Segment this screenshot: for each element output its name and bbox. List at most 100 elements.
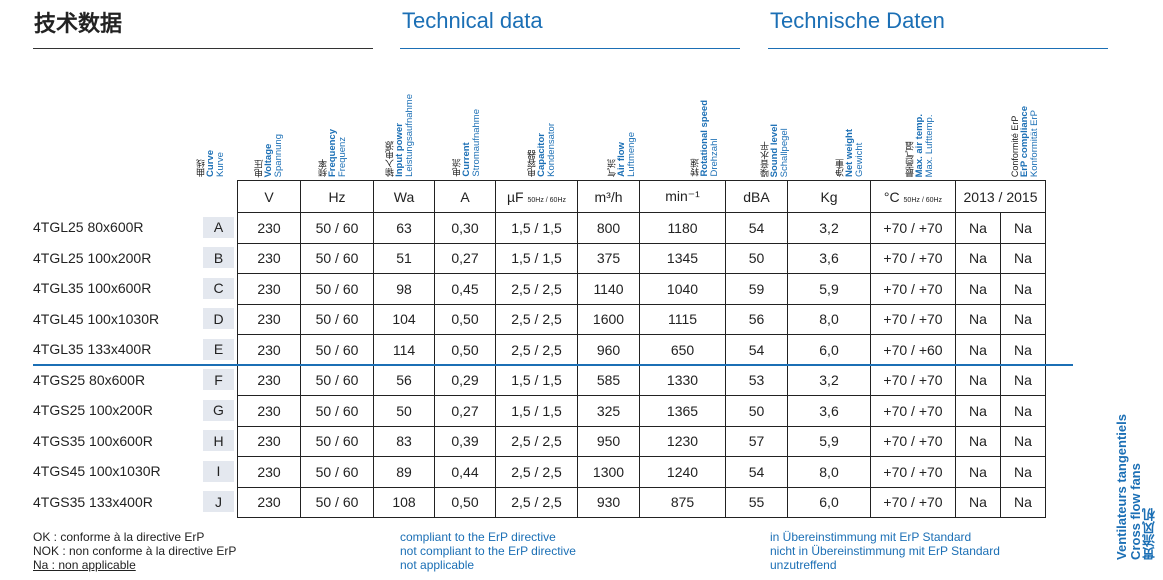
model-row: 4TGL35 133x400R E [33,334,238,365]
cell-uf: 2,5 / 2,5 [495,303,578,335]
cell-a: 0,45 [434,273,496,305]
model-name: 4TGL25 80x600R [33,219,144,236]
column-header-de: Konformität ErP [1029,109,1040,177]
cell-e13: Na [955,334,1001,366]
model-name: 4TGS25 100x200R [33,402,153,419]
cell-temp: +70 / +70 [870,395,956,427]
cell-rpm: 1330 [639,364,726,396]
cell-m3h: 325 [577,395,640,427]
cell-uf: 2,5 / 2,5 [495,456,578,488]
cell-e13: Na [955,425,1001,457]
cell-temp: +70 / +70 [870,212,956,244]
cell-a: 0,30 [434,212,496,244]
cell-rpm: 1365 [639,395,726,427]
cell-a: 0,27 [434,395,496,427]
column-header-9: 净重 Net weight Gewicht [835,129,865,177]
cell-kg: 3,6 [787,242,871,274]
cell-uf: 2,5 / 2,5 [495,273,578,305]
cell-temp: +70 / +70 [870,486,956,518]
unit-temp: °C 50Hz / 60Hz [870,180,956,213]
unit-voltage: V [237,180,301,213]
unit-erp: 2013 / 2015 [955,180,1046,213]
model-name: 4TGL35 100x600R [33,280,152,297]
model-row: 4TGL25 80x600R A [33,212,238,243]
group-separator [33,364,1073,366]
cell-m3h: 585 [577,364,640,396]
cell-wa: 89 [373,456,435,488]
cell-kg: 5,9 [787,273,871,305]
cell-v: 230 [237,425,301,457]
cell-kg: 3,6 [787,395,871,427]
title-rule-de [768,48,1108,49]
footnotes-en: compliant to the ErP directive not compl… [400,530,576,572]
title-cn: 技术数据 [34,11,123,36]
column-header-4: 电流 Current Stromaufnahme [452,109,482,177]
column-header-de: Kurve [215,152,226,177]
cell-uf: 1,5 / 1,5 [495,364,578,396]
cell-hz: 50 / 60 [300,334,374,366]
cell-temp: +70 / +70 [870,242,956,274]
footnote-de-na: unzutreffend [770,558,837,572]
cell-rpm: 1345 [639,242,726,274]
cell-dba: 54 [725,334,788,366]
cell-v: 230 [237,486,301,518]
footnote-fr-ok: OK : conforme à la directive ErP [33,530,205,544]
model-name: 4TGS35 100x600R [33,432,153,449]
column-header-de: Spannung [273,133,284,177]
cell-wa: 50 [373,395,435,427]
column-header-de: Gewicht [854,142,865,177]
curve-letter: C [203,277,234,299]
model-row: 4TGS45 100x1030R I [33,456,238,487]
column-header-5: 电容器 Capacitor Kondensator [527,123,557,177]
cell-dba: 59 [725,273,788,305]
cell-wa: 56 [373,364,435,396]
cell-e15: Na [1000,242,1046,274]
cell-a: 0,39 [434,425,496,457]
cell-dba: 54 [725,456,788,488]
table-row: 230 50 / 60 51 0,27 1,5 / 1,5 375 1345 50 3,6 +70… [237,242,1046,274]
cell-dba: 57 [725,425,788,457]
cell-uf: 2,5 / 2,5 [495,425,578,457]
footnote-en-nok: not compliant to the ErP directive [400,544,576,558]
cell-v: 230 [237,212,301,244]
cell-e13: Na [955,486,1001,518]
cell-temp: +70 / +70 [870,303,956,335]
column-header-7: 转速 Rotational speed Drehzahl [690,100,720,177]
cell-m3h: 1140 [577,273,640,305]
model-row: 4TGS35 133x400R J [33,487,238,518]
cell-hz: 50 / 60 [300,456,374,488]
column-header-de: Max. Lufttemp. [924,114,935,177]
curve-letter: D [203,308,234,330]
cell-m3h: 1300 [577,456,640,488]
curve-letter: J [203,491,234,513]
cell-hz: 50 / 60 [300,364,374,396]
cell-v: 230 [237,334,301,366]
cell-kg: 3,2 [787,212,871,244]
model-name: 4TGS35 133x400R [33,493,153,510]
curve-letter: E [203,338,234,360]
cell-a: 0,50 [434,303,496,335]
cell-rpm: 650 [639,334,726,366]
footnote-en-ok: compliant to the ErP directive [400,530,556,544]
model-list: 4TGL25 80x600R A 4TGL25 100x200R B 4TGL35 10… [33,212,238,517]
cell-rpm: 875 [639,486,726,518]
cell-wa: 104 [373,303,435,335]
footnote-fr-na: Na : non applicable [33,558,136,572]
cell-kg: 6,0 [787,334,871,366]
model-row: 4TGL35 100x600R C [33,273,238,304]
cell-temp: +70 / +70 [870,364,956,396]
model-name: 4TGL45 100x1030R [33,310,160,327]
column-header-de: Schallpegel [779,127,790,177]
column-header-de: Kondensator [546,123,557,177]
footnote-en-na: not applicable [400,558,475,572]
column-header-1: 电压 Voltage Spannung [254,134,284,177]
cell-dba: 54 [725,212,788,244]
cell-e15: Na [1000,212,1046,244]
cell-wa: 63 [373,212,435,244]
cell-temp: +70 / +60 [870,334,956,366]
cell-e15: Na [1000,456,1046,488]
cell-hz: 50 / 60 [300,242,374,274]
model-name: 4TGL25 100x200R [33,249,152,266]
curve-letter: H [203,430,234,452]
model-row: 4TGL25 100x200R B [33,243,238,274]
